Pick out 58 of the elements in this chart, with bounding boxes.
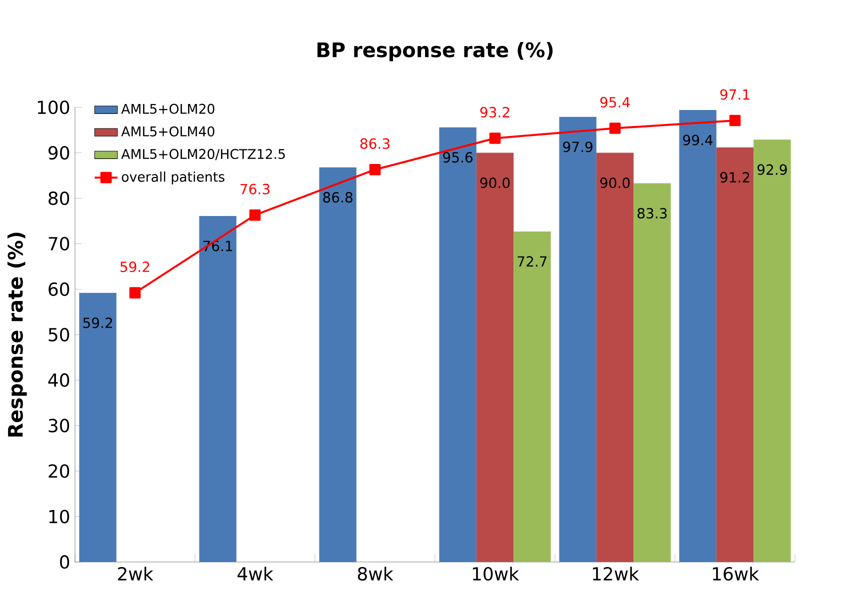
data-label: 86.3 [360,138,390,149]
bar [79,292,116,562]
data-label: 99.4 [683,134,713,146]
legend-label: AML5+OLM20/HCTZ12.5 [121,148,285,160]
legend-label: AML5+OLM40 [121,126,214,136]
bar [199,216,236,562]
bar [514,231,551,562]
data-label: 59.2 [120,262,150,272]
legend-label: AML5+OLM20 [121,104,214,114]
x-tick-label: 12wk [592,566,639,580]
point [249,209,261,221]
y-axis-title: Response rate (%) [7,232,27,436]
data-label: 95.4 [600,96,630,108]
y-tick-label: 100 [38,100,70,114]
point [489,132,501,144]
x-tick-label: 10wk [472,566,519,581]
point [729,114,741,126]
bar [476,152,514,562]
y-tick-label: 60 [48,282,70,296]
y-tick-label: 70 [48,236,70,251]
data-label: 91.2 [720,172,750,183]
y-tick-label: 0 [60,555,70,569]
data-label: 90.0 [600,177,630,188]
bar [596,152,634,562]
y-tick-label: 40 [48,373,70,387]
data-label: 92.9 [757,164,787,175]
bar [716,147,754,562]
y-tick-label: 10 [49,510,70,524]
data-label: 72.7 [518,256,547,267]
data-label: 95.6 [443,152,472,163]
y-tick-label: 50 [48,328,70,342]
x-tick-label: 16wk [712,566,759,581]
bar [679,110,716,562]
y-tick-label: 30 [48,418,70,432]
y-tick-label: 20 [48,464,70,478]
legend-label: overall patients [122,172,224,184]
bar [439,127,476,562]
point [369,164,381,176]
point [609,122,621,134]
data-label: 93.2 [480,106,510,118]
data-label: 86.8 [323,192,352,203]
bar [319,167,356,562]
chart-title: BP response rate (%) [318,42,553,62]
bar [559,116,596,562]
data-label: 83.3 [638,208,667,219]
point [129,287,141,298]
x-tick-label: 8wk [358,566,394,581]
x-tick-label: 4wk [238,566,274,580]
data-label: 97.9 [563,142,592,152]
bar [754,140,791,562]
y-tick-label: 80 [48,191,70,206]
y-tick-label: 90 [48,146,70,160]
data-label: 59.2 [83,318,112,328]
data-label: 97.1 [720,89,750,100]
bar [634,183,671,562]
x-tick-label: 2wk [118,566,154,580]
data-label: 90.0 [480,177,510,188]
data-label: 76.3 [240,184,270,194]
